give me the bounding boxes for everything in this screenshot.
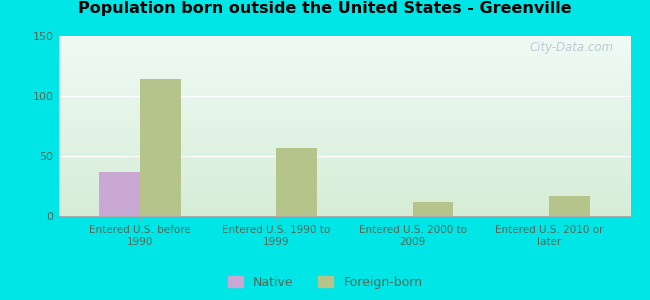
- Bar: [276, 148, 317, 216]
- Text: City-Data.com: City-Data.com: [529, 41, 614, 54]
- Bar: [413, 202, 454, 216]
- Legend: Native, Foreign-born: Native, Foreign-born: [223, 271, 427, 294]
- Text: Population born outside the United States - Greenville: Population born outside the United State…: [78, 2, 572, 16]
- Bar: [549, 196, 590, 216]
- Bar: [99, 172, 140, 216]
- Bar: [140, 79, 181, 216]
